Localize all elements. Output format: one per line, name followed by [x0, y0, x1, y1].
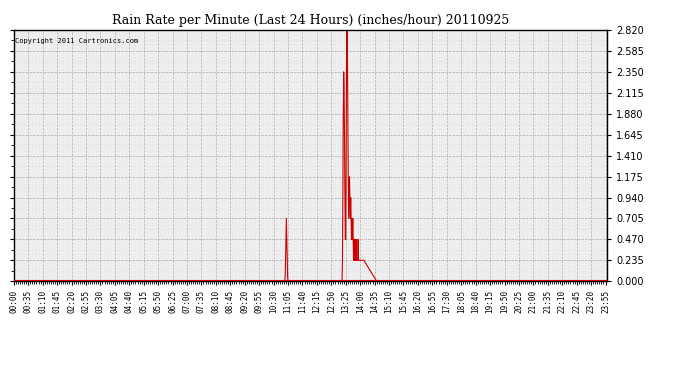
Title: Rain Rate per Minute (Last 24 Hours) (inches/hour) 20110925: Rain Rate per Minute (Last 24 Hours) (in…: [112, 15, 509, 27]
Text: Copyright 2011 Cartronics.com: Copyright 2011 Cartronics.com: [15, 38, 138, 44]
